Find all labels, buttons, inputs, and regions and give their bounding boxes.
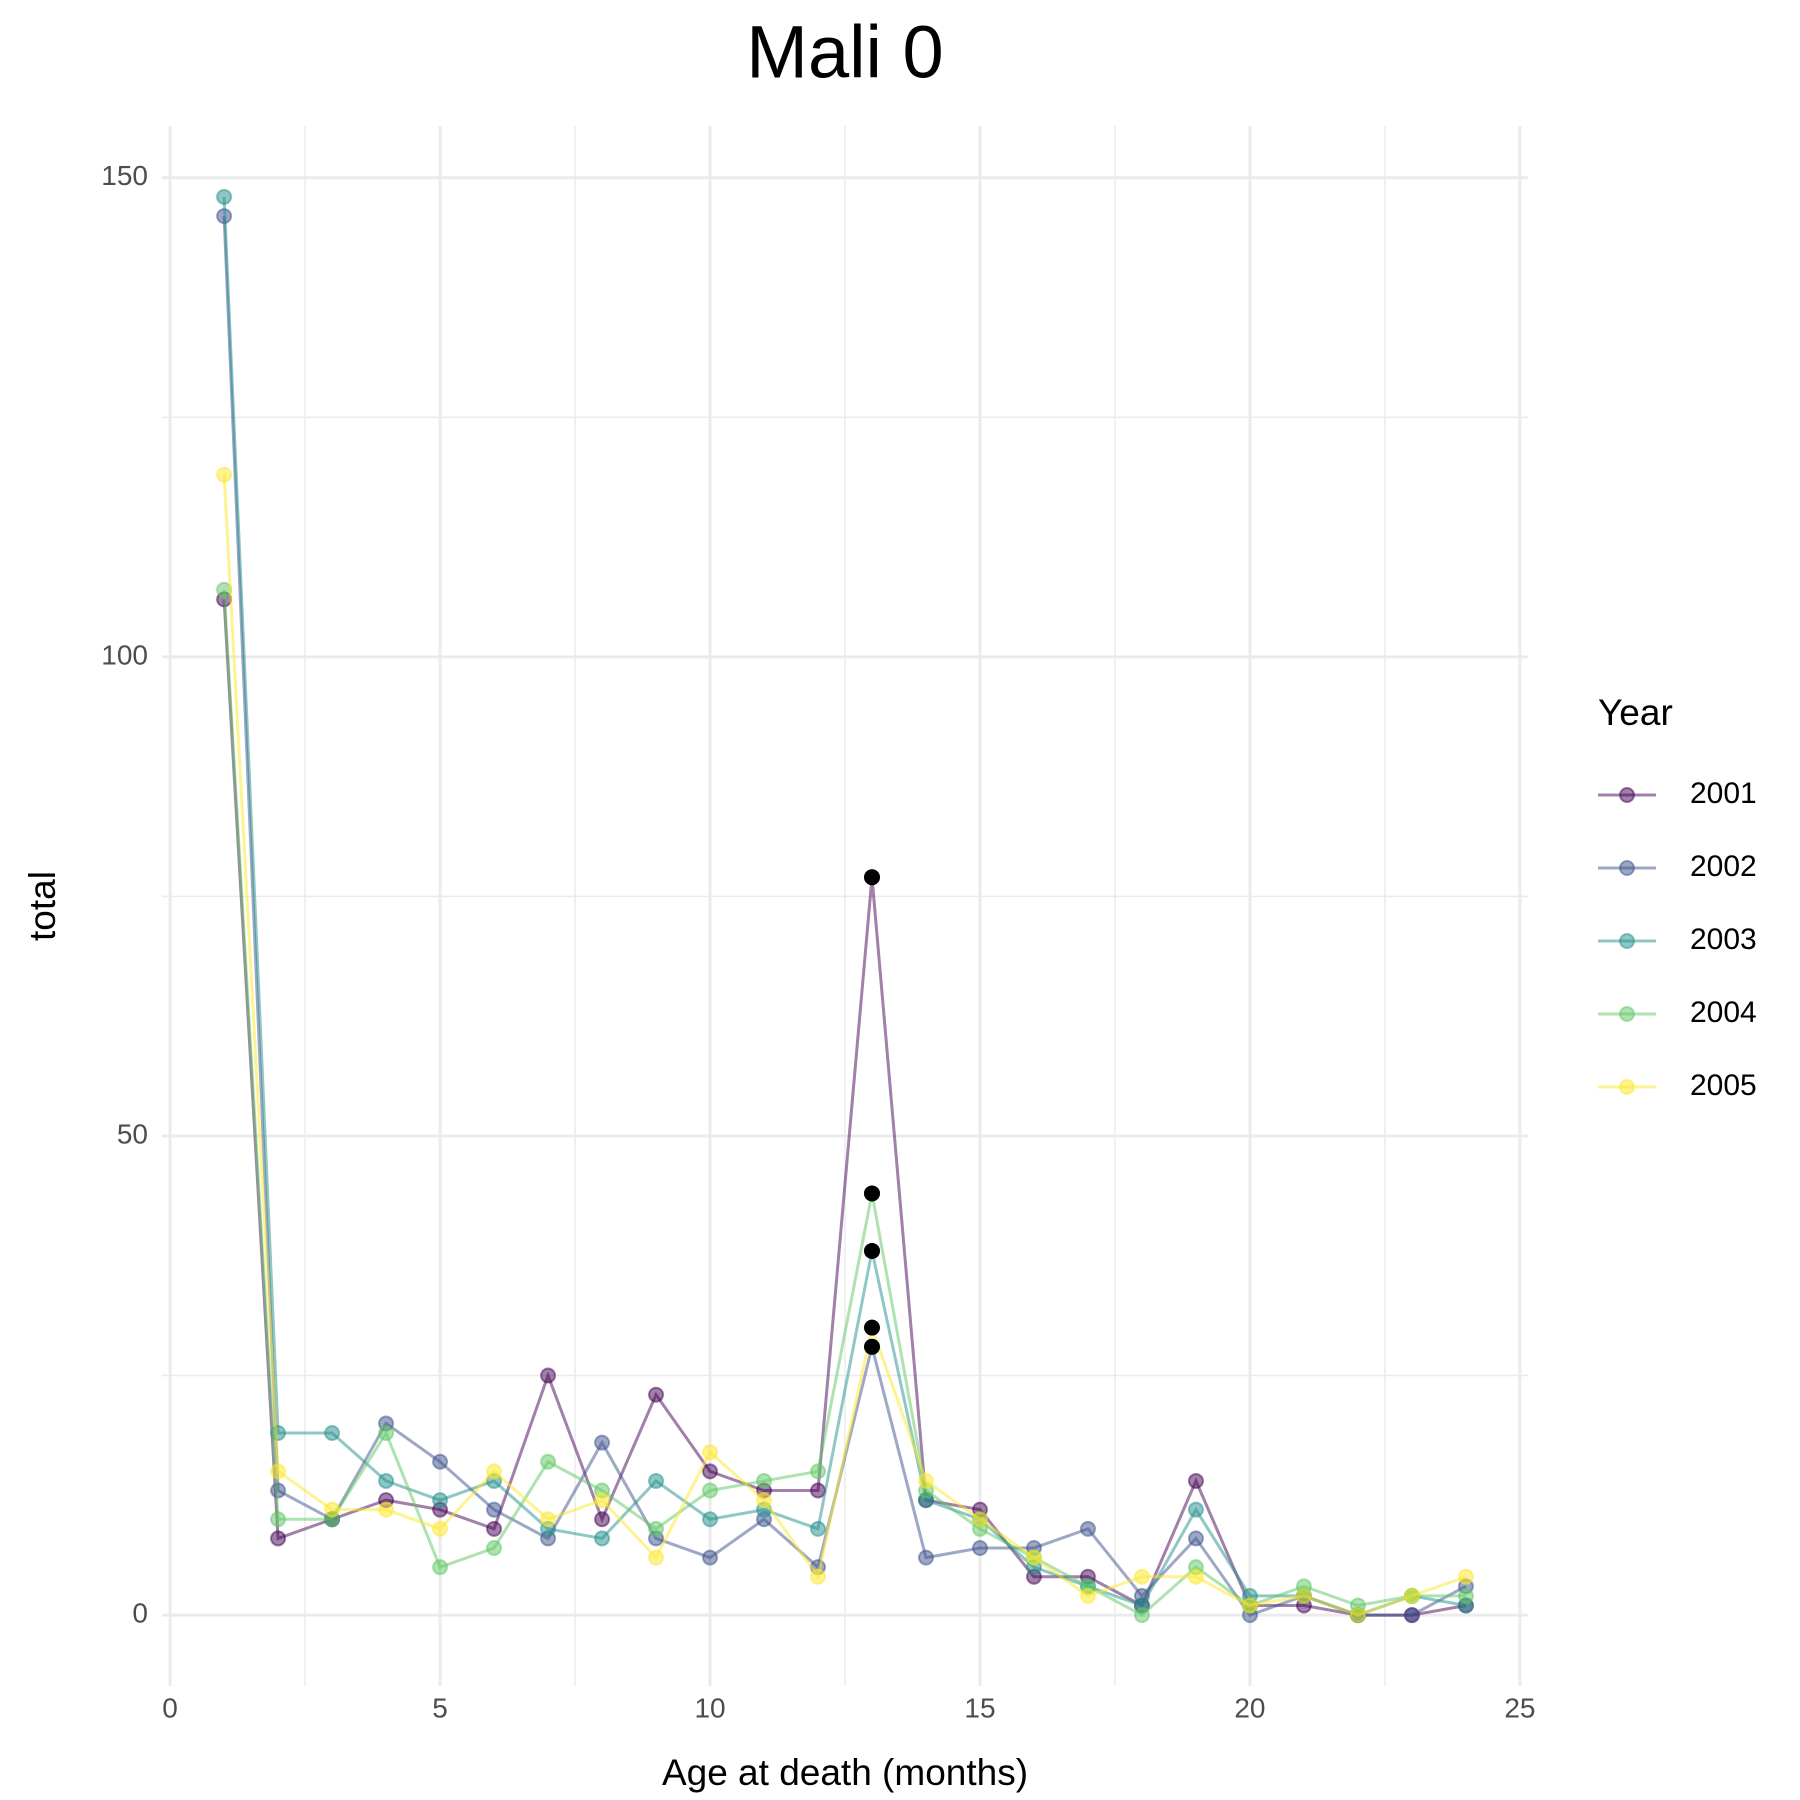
data-point bbox=[648, 1472, 665, 1489]
data-point bbox=[702, 1482, 719, 1499]
x-tick-label: 20 bbox=[1234, 1692, 1265, 1723]
data-point bbox=[378, 1501, 395, 1518]
data-point bbox=[1187, 1501, 1204, 1518]
data-point bbox=[270, 1511, 287, 1528]
data-point bbox=[1457, 1568, 1474, 1585]
data-point bbox=[1295, 1587, 1312, 1604]
data-point bbox=[1079, 1520, 1096, 1537]
x-tick-label: 5 bbox=[432, 1692, 448, 1723]
highlight-point bbox=[863, 1338, 880, 1355]
data-point bbox=[432, 1520, 449, 1537]
y-axis-label: total bbox=[22, 871, 63, 941]
data-point bbox=[540, 1367, 557, 1384]
data-point bbox=[486, 1520, 503, 1537]
series-line bbox=[222, 474, 1467, 1617]
data-point bbox=[486, 1463, 503, 1480]
data-point bbox=[648, 1386, 665, 1403]
legend-key-point bbox=[1619, 860, 1635, 876]
data-point bbox=[432, 1453, 449, 1470]
data-point bbox=[1187, 1472, 1204, 1489]
data-point bbox=[270, 1530, 287, 1547]
data-point bbox=[810, 1520, 827, 1537]
legend-title: Year bbox=[1598, 692, 1673, 733]
data-point bbox=[432, 1559, 449, 1576]
chart-title: Mali 0 bbox=[746, 11, 943, 94]
data-point bbox=[432, 1492, 449, 1509]
legend-key-point bbox=[1619, 1079, 1635, 1095]
data-point bbox=[702, 1463, 719, 1480]
legend-label: 2004 bbox=[1690, 996, 1757, 1029]
data-point bbox=[702, 1511, 719, 1528]
data-point bbox=[1403, 1607, 1420, 1624]
data-point bbox=[1349, 1607, 1366, 1624]
data-point bbox=[1133, 1568, 1150, 1585]
data-point bbox=[594, 1434, 611, 1451]
highlight-point bbox=[863, 1319, 880, 1336]
data-point bbox=[1187, 1530, 1204, 1547]
data-point bbox=[1457, 1587, 1474, 1604]
data-point bbox=[1133, 1607, 1150, 1624]
data-point bbox=[971, 1511, 988, 1528]
data-point bbox=[648, 1520, 665, 1537]
legend-label: 2003 bbox=[1690, 923, 1757, 956]
series-line bbox=[222, 599, 1467, 1617]
highlight-point bbox=[863, 1242, 880, 1259]
y-tick-label: 100 bbox=[101, 639, 148, 670]
data-point bbox=[486, 1540, 503, 1557]
legend-label: 2005 bbox=[1690, 1069, 1757, 1102]
highlight-point bbox=[863, 869, 880, 886]
data-point bbox=[648, 1549, 665, 1566]
legend-label: 2002 bbox=[1690, 850, 1757, 883]
data-point bbox=[917, 1549, 934, 1566]
highlight-point bbox=[863, 1185, 880, 1202]
data-point bbox=[540, 1453, 557, 1470]
data-point bbox=[971, 1540, 988, 1557]
series-line bbox=[222, 589, 1466, 1617]
data-point bbox=[1403, 1587, 1420, 1604]
data-point bbox=[810, 1482, 827, 1499]
legend-label: 2001 bbox=[1690, 777, 1757, 810]
x-tick-label: 25 bbox=[1504, 1692, 1535, 1723]
data-point bbox=[540, 1511, 557, 1528]
data-point bbox=[917, 1472, 934, 1489]
data-point bbox=[216, 466, 233, 483]
data-point bbox=[1079, 1587, 1096, 1604]
data-point bbox=[594, 1530, 611, 1547]
data-point bbox=[702, 1549, 719, 1566]
legend-key-point bbox=[1619, 1006, 1635, 1022]
data-point bbox=[1187, 1568, 1204, 1585]
x-tick-label: 15 bbox=[964, 1692, 995, 1723]
data-point bbox=[756, 1472, 773, 1489]
data-point bbox=[270, 1463, 287, 1480]
data-point bbox=[1241, 1597, 1258, 1614]
legend-key-point bbox=[1619, 933, 1635, 949]
data-point bbox=[486, 1501, 503, 1518]
x-axis-label: Age at death (months) bbox=[662, 1752, 1028, 1793]
y-tick-label: 50 bbox=[117, 1118, 148, 1149]
data-point bbox=[594, 1492, 611, 1509]
data-point bbox=[810, 1568, 827, 1585]
x-tick-label: 10 bbox=[694, 1692, 725, 1723]
data-point bbox=[378, 1472, 395, 1489]
data-point bbox=[216, 188, 233, 205]
data-point bbox=[810, 1463, 827, 1480]
data-point bbox=[756, 1492, 773, 1509]
data-point bbox=[324, 1501, 341, 1518]
y-tick-label: 0 bbox=[132, 1597, 148, 1628]
legend-key-point bbox=[1619, 787, 1635, 803]
series-line bbox=[222, 196, 1467, 1617]
data-point bbox=[1025, 1549, 1042, 1566]
data-point bbox=[594, 1511, 611, 1528]
data-point bbox=[702, 1444, 719, 1461]
data-point bbox=[324, 1425, 341, 1442]
data-point bbox=[378, 1425, 395, 1442]
y-tick-label: 150 bbox=[101, 160, 148, 191]
x-tick-label: 0 bbox=[162, 1692, 178, 1723]
